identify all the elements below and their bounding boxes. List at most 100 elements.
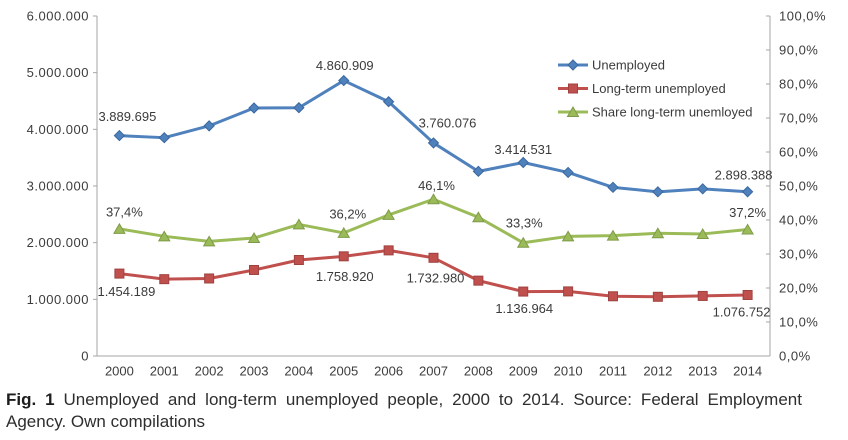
share-long-term-unemployed-point-2011 — [606, 229, 620, 241]
long-term-unemployed-point-2006 — [383, 245, 394, 256]
share-long-term-unemployed-point-2001 — [157, 230, 171, 242]
long-term-unemployed-point-2011 — [607, 291, 618, 302]
data-label-long-term-unemployed-2007: 1.732.980 — [407, 270, 465, 285]
data-label-share-long-term-unemployed-2005: 36,2% — [329, 206, 366, 221]
x-axis-year-label: 2014 — [733, 364, 762, 379]
data-label-long-term-unemployed-2009: 1.136.964 — [495, 301, 553, 316]
unemployed-point-2010 — [562, 166, 574, 179]
data-label-unemployed-2005: 4.860.909 — [316, 58, 374, 73]
unemployed-point-2007 — [427, 137, 440, 149]
x-axis-year-label: 2011 — [599, 364, 627, 379]
figure-number: Fig. 1 — [6, 390, 55, 409]
right-axis-tick-label: 50,0% — [779, 179, 818, 194]
data-label-long-term-unemployed-2005: 1.758.920 — [316, 269, 374, 284]
right-axis-tick-label: 100,0% — [779, 9, 826, 24]
share-long-term-unemployed-point-2002 — [202, 235, 216, 247]
x-axis-year-label: 2005 — [329, 364, 358, 379]
unemployed-point-2009 — [517, 156, 529, 169]
share-long-term-unemployed-point-2010 — [561, 230, 575, 242]
long-term-unemployed-point-2000 — [114, 268, 125, 279]
x-axis-year-label: 2003 — [240, 364, 269, 379]
long-term-unemployed-point-2014 — [742, 289, 753, 300]
long-term-unemployed-point-2012 — [652, 291, 663, 302]
long-term-unemployed-point-2004 — [293, 255, 304, 266]
unemployed-point-2000 — [113, 129, 126, 142]
data-label-long-term-unemployed-2014: 1.076.752 — [713, 304, 771, 319]
series-line-unemployed — [117, 79, 750, 194]
legend-marker-long-term-unemployed — [568, 83, 578, 94]
share-long-term-unemployed-point-2014 — [741, 223, 754, 235]
long-term-unemployed-point-2009 — [518, 286, 529, 297]
share-long-term-unemployed-point-2009 — [516, 236, 530, 248]
left-axis-tick-label: 3.000.000 — [27, 179, 89, 194]
data-label-share-long-term-unemployed-2007: 46,1% — [418, 178, 455, 193]
legend-marker-unemployed — [567, 59, 579, 71]
left-axis-tick-label: 1.000.000 — [27, 292, 89, 307]
x-axis-year-label: 2013 — [688, 364, 717, 379]
x-axis-year-label: 2009 — [509, 364, 538, 379]
right-axis-tick-label: 30,0% — [779, 247, 818, 262]
x-axis-year-label: 2002 — [195, 364, 224, 379]
x-axis-year-label: 2000 — [105, 364, 134, 379]
long-term-unemployed-point-2008 — [473, 275, 484, 286]
legend-marker-share-long-term-unemployed — [566, 106, 580, 117]
legend-label-share-long-term-unemployed: Share long-term unemloyed — [592, 105, 752, 120]
unemployed-point-2012 — [652, 186, 664, 198]
unemployed-point-2001 — [158, 131, 170, 144]
share-long-term-unemployed-point-2000 — [113, 222, 126, 234]
data-label-share-long-term-unemployed-2009: 33,3% — [506, 215, 543, 230]
legend-label-unemployed: Unemployed — [592, 58, 665, 73]
share-long-term-unemployed-point-2013 — [696, 227, 710, 239]
share-long-term-unemployed-point-2006 — [382, 208, 395, 220]
right-axis-tick-label: 0,0% — [779, 349, 811, 364]
share-long-term-unemployed-point-2005 — [337, 226, 351, 238]
right-axis-tick-label: 20,0% — [779, 281, 818, 296]
data-label-unemployed-2009: 3.414.531 — [494, 142, 552, 157]
left-axis-tick-label: 4.000.000 — [27, 122, 89, 137]
left-axis-tick-label: 2.000.000 — [27, 235, 89, 250]
x-axis-year-label: 2006 — [374, 364, 403, 379]
long-term-unemployed-point-2007 — [428, 252, 439, 263]
caption-text: Unemployed and long-term unemployed peop… — [63, 390, 802, 409]
data-label-unemployed-2014: 2.898.388 — [715, 167, 773, 182]
caption-line-2: Agency. Own compilations — [6, 412, 206, 431]
data-label-share-long-term-unemployed-2000: 37,4% — [106, 204, 143, 219]
unemployed-point-2005 — [338, 74, 350, 87]
data-label-unemployed-2000: 3.889.695 — [98, 109, 156, 124]
caption-line-1: Fig. 1 Unemployed and long-term unemploy… — [6, 389, 802, 411]
unemployed-point-2004 — [293, 102, 305, 114]
right-axis-tick-label: 40,0% — [779, 213, 818, 228]
figure-caption: Fig. 1 Unemployed and long-term unemploy… — [0, 389, 802, 433]
x-axis-year-label: 2010 — [554, 364, 583, 379]
right-axis-tick-label: 90,0% — [779, 43, 818, 58]
share-long-term-unemployed-point-2004 — [292, 218, 306, 230]
unemployed-point-2008 — [472, 165, 485, 178]
unemployed-point-2011 — [607, 181, 619, 194]
right-axis-tick-label: 10,0% — [779, 315, 818, 330]
left-axis-tick-label: 0 — [81, 349, 89, 364]
x-axis-year-label: 2012 — [643, 364, 672, 379]
long-term-unemployed-point-2001 — [159, 274, 170, 285]
unemployed-point-2003 — [248, 102, 260, 114]
share-long-term-unemployed-point-2007 — [427, 193, 440, 205]
left-axis-tick-label: 5.000.000 — [27, 65, 89, 80]
x-axis-year-label: 2007 — [419, 364, 448, 379]
legend-label-long-term-unemployed: Long-term unemployed — [592, 81, 726, 96]
unemployed-point-2006 — [382, 96, 395, 108]
unemployed-point-2013 — [697, 183, 709, 195]
data-label-unemployed-2007: 3.760.076 — [419, 115, 477, 130]
x-axis-year-label: 2004 — [284, 364, 313, 379]
right-axis-tick-label: 60,0% — [779, 145, 818, 160]
unemployment-line-chart: 6.000.000 5.000.000 4.000.000 3.000.000 2.00… — [27, 9, 826, 379]
right-axis-tick-label: 70,0% — [779, 111, 818, 126]
long-term-unemployed-point-2005 — [338, 251, 349, 262]
share-long-term-unemployed-point-2012 — [651, 227, 665, 239]
unemployed-point-2014 — [741, 186, 754, 198]
long-term-unemployed-point-2010 — [563, 286, 574, 297]
long-term-unemployed-point-2013 — [697, 290, 708, 301]
unemployed-point-2002 — [203, 120, 215, 132]
long-term-unemployed-point-2003 — [249, 264, 260, 275]
data-label-long-term-unemployed-2000: 1.454.189 — [97, 284, 155, 299]
left-axis-tick-label: 6.000.000 — [27, 9, 89, 24]
